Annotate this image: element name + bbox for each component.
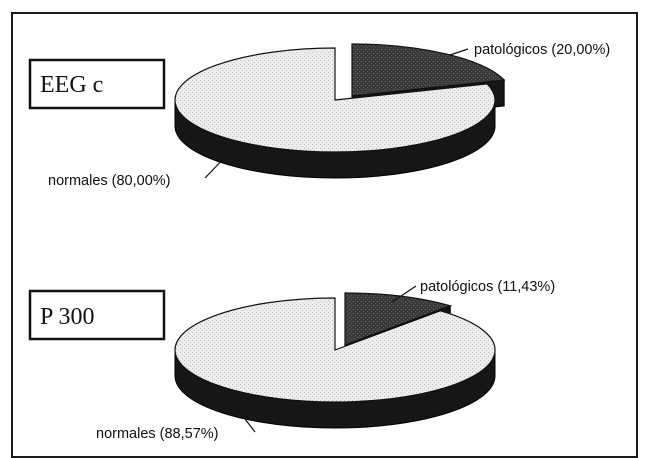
slice-label: normales (80,00%) [48,173,171,189]
slice-label: normales (88,57%) [96,426,219,442]
pie-slice-normales [174,47,496,153]
pie-chart-eeg: EEG c patológicos (20,00%) normales (80,… [28,42,610,189]
pie-slice-patologicos [351,43,506,97]
chart-title-box [28,289,166,341]
leader-line [449,48,469,56]
slice-label: patológicos (20,00%) [474,42,610,58]
slice-label: patológicos (11,43%) [420,279,555,295]
chart-title: EEG c [40,72,103,98]
pie-chart-p300: P 300 patológicos (11,43%) normales (88,… [28,279,555,442]
pie-slice-normales [174,297,496,403]
leader-line [204,149,233,179]
leader-line [231,401,256,433]
chart-title: P 300 [40,304,94,330]
leader-line [391,285,417,303]
chart-title-box [28,58,166,110]
